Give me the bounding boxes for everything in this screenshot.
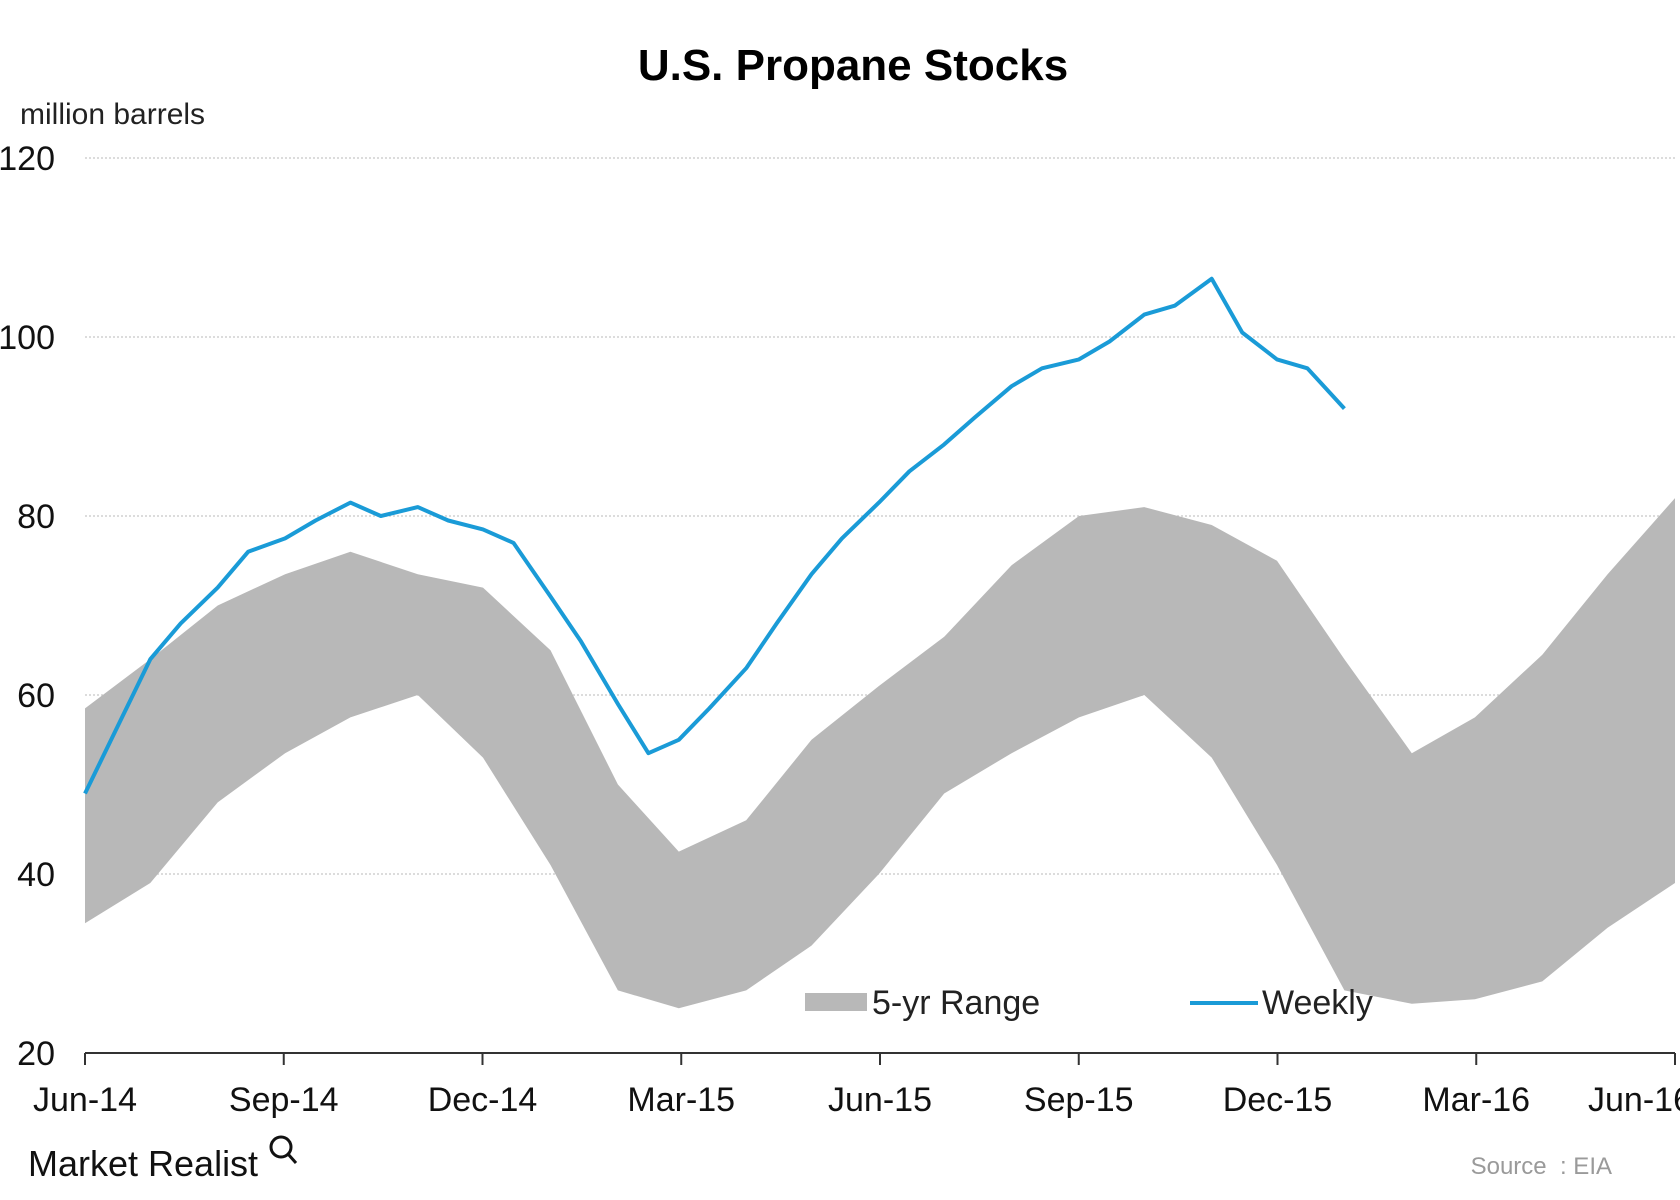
y-tick-label: 120	[0, 140, 55, 178]
range-band-area	[85, 498, 1675, 1009]
brand-logo: Market Realist	[28, 1135, 298, 1184]
weekly-series	[83, 276, 1346, 795]
x-tick-label: Jun-14	[33, 1081, 137, 1119]
x-tick-label: Dec-15	[1223, 1081, 1333, 1119]
source-note: Source : EIA	[1471, 1153, 1612, 1180]
x-tick-label: Mar-16	[1422, 1081, 1530, 1119]
x-tick-label: Sep-14	[229, 1081, 339, 1119]
brand-name: Market Realist	[28, 1143, 258, 1184]
legend: 5-yr Range Weekly	[805, 984, 1373, 1022]
y-tick-label: 80	[17, 498, 55, 536]
x-tick-label: Mar-15	[627, 1081, 735, 1119]
y-tick-label: 40	[17, 856, 55, 894]
magnifier-icon	[269, 1135, 293, 1159]
y-tick-labels: 20 40 60 80 100 120	[0, 140, 55, 1073]
weekly-line	[83, 276, 1346, 795]
x-tick-label: Dec-14	[428, 1081, 538, 1119]
x-tick-label: Jun-16	[1588, 1081, 1680, 1119]
five-year-range-band	[85, 498, 1675, 1009]
legend-swatch-5yr-range	[805, 993, 867, 1011]
x-tick-label: Jun-15	[828, 1081, 932, 1119]
axes	[84, 1052, 1676, 1065]
x-tick-labels: Jun-14 Sep-14 Dec-14 Mar-15 Jun-15 Sep-15 Dec-…	[33, 1081, 1680, 1119]
y-tick-label: 60	[17, 677, 55, 715]
y-tick-label: 20	[17, 1035, 55, 1073]
chart-title: U.S. Propane Stocks	[638, 41, 1068, 90]
legend-label-5yr-range: 5-yr Range	[872, 984, 1040, 1022]
legend-label-weekly: Weekly	[1262, 984, 1373, 1022]
y-tick-label: 100	[0, 319, 55, 357]
x-tick-label: Sep-15	[1024, 1081, 1134, 1119]
y-axis-label: million barrels	[20, 98, 205, 131]
magnifier-handle	[286, 1153, 298, 1164]
